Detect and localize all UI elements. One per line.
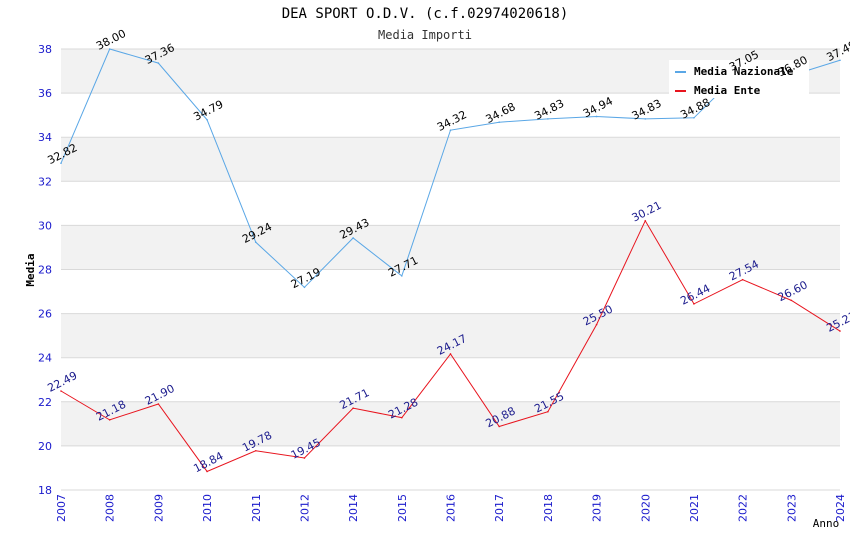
data-point bbox=[839, 330, 841, 332]
data-point bbox=[303, 457, 306, 459]
data-point bbox=[839, 59, 841, 62]
x-tick-label: 2021 bbox=[688, 494, 701, 522]
legend: Media Nazionale Media Ente bbox=[669, 60, 809, 98]
data-point bbox=[401, 416, 403, 419]
x-tick-label: 2007 bbox=[55, 494, 68, 522]
x-tick-label: 2017 bbox=[493, 494, 506, 522]
data-point bbox=[60, 162, 62, 165]
data-point bbox=[206, 118, 208, 121]
data-point bbox=[157, 62, 160, 64]
data-point bbox=[547, 410, 549, 413]
y-tick-label: 22 bbox=[38, 396, 52, 409]
x-tick-label: 2012 bbox=[298, 494, 311, 522]
series-lines bbox=[60, 48, 841, 473]
plot-band bbox=[61, 137, 840, 182]
x-tick-label: 2010 bbox=[201, 494, 214, 522]
plot-band bbox=[61, 313, 840, 358]
chart-title: DEA SPORT O.D.V. (c.f.02974020618) bbox=[282, 6, 569, 22]
x-tick-label: 2016 bbox=[445, 494, 458, 522]
data-point bbox=[790, 299, 793, 302]
y-tick-label: 30 bbox=[38, 219, 52, 232]
x-tick-label: 2019 bbox=[591, 494, 604, 522]
y-tick-label: 32 bbox=[38, 175, 52, 188]
x-tick-label: 2014 bbox=[347, 494, 360, 522]
data-point bbox=[60, 390, 62, 392]
data-point bbox=[693, 116, 695, 119]
x-tick-label: 2024 bbox=[834, 494, 847, 522]
y-tick-label: 18 bbox=[38, 484, 52, 497]
y-tick-label: 36 bbox=[38, 87, 52, 100]
plot-band bbox=[61, 269, 840, 314]
legend-box bbox=[669, 60, 809, 98]
data-point bbox=[693, 303, 695, 305]
x-tick-label: 2020 bbox=[639, 494, 652, 522]
x-tick-label: 2009 bbox=[152, 494, 165, 522]
x-axis-ticks: 2007 2008 2009 2010 2011 2012 2014 2015 2016 2017… bbox=[55, 494, 847, 522]
plot-band bbox=[61, 225, 840, 270]
plot-band bbox=[61, 445, 840, 490]
y-tick-label: 20 bbox=[38, 440, 52, 453]
data-point bbox=[547, 118, 549, 120]
y-tick-label: 34 bbox=[38, 131, 52, 144]
data-point bbox=[498, 121, 500, 124]
data-point bbox=[644, 219, 647, 222]
x-tick-label: 2015 bbox=[396, 494, 409, 522]
chart-subtitle: Media Importi bbox=[378, 28, 472, 42]
y-tick-label: 24 bbox=[38, 352, 52, 365]
plot-band bbox=[61, 181, 840, 226]
legend-label-media-ente: Media Ente bbox=[694, 84, 761, 97]
x-tick-label: 2011 bbox=[250, 494, 263, 522]
data-point bbox=[449, 129, 452, 131]
x-tick-label: 2022 bbox=[737, 494, 750, 522]
data-point bbox=[254, 241, 257, 243]
plot-bands bbox=[61, 49, 840, 490]
y-tick-label: 38 bbox=[38, 43, 52, 56]
x-tick-label: 2018 bbox=[542, 494, 555, 522]
data-label: 37.49 bbox=[824, 38, 850, 64]
data-point bbox=[595, 115, 598, 118]
plot-band bbox=[61, 357, 840, 402]
data-point bbox=[157, 403, 160, 405]
data-point bbox=[108, 419, 111, 421]
data-point bbox=[108, 48, 111, 50]
data-point bbox=[498, 425, 500, 428]
y-tick-label: 26 bbox=[38, 308, 52, 321]
plot-gridlines bbox=[61, 48, 840, 491]
y-axis-title: Media bbox=[24, 253, 37, 286]
plot-band bbox=[61, 401, 840, 446]
y-axis-ticks: 18 20 22 24 26 28 30 32 34 36 38 bbox=[38, 43, 52, 497]
data-point bbox=[303, 286, 306, 289]
legend-label-media-nazionale: Media Nazionale bbox=[694, 65, 794, 78]
data-point bbox=[352, 237, 354, 239]
data-point bbox=[254, 449, 257, 452]
x-tick-label: 2023 bbox=[785, 494, 798, 522]
data-point bbox=[449, 353, 452, 355]
x-tick-label: 2008 bbox=[104, 494, 117, 522]
y-tick-label: 28 bbox=[38, 264, 52, 277]
data-point bbox=[741, 278, 744, 281]
data-point bbox=[644, 118, 647, 120]
data-point bbox=[595, 323, 598, 326]
data-point bbox=[206, 470, 208, 473]
data-point bbox=[401, 275, 403, 277]
x-axis-title: Anno bbox=[813, 517, 840, 530]
data-point bbox=[352, 407, 354, 409]
